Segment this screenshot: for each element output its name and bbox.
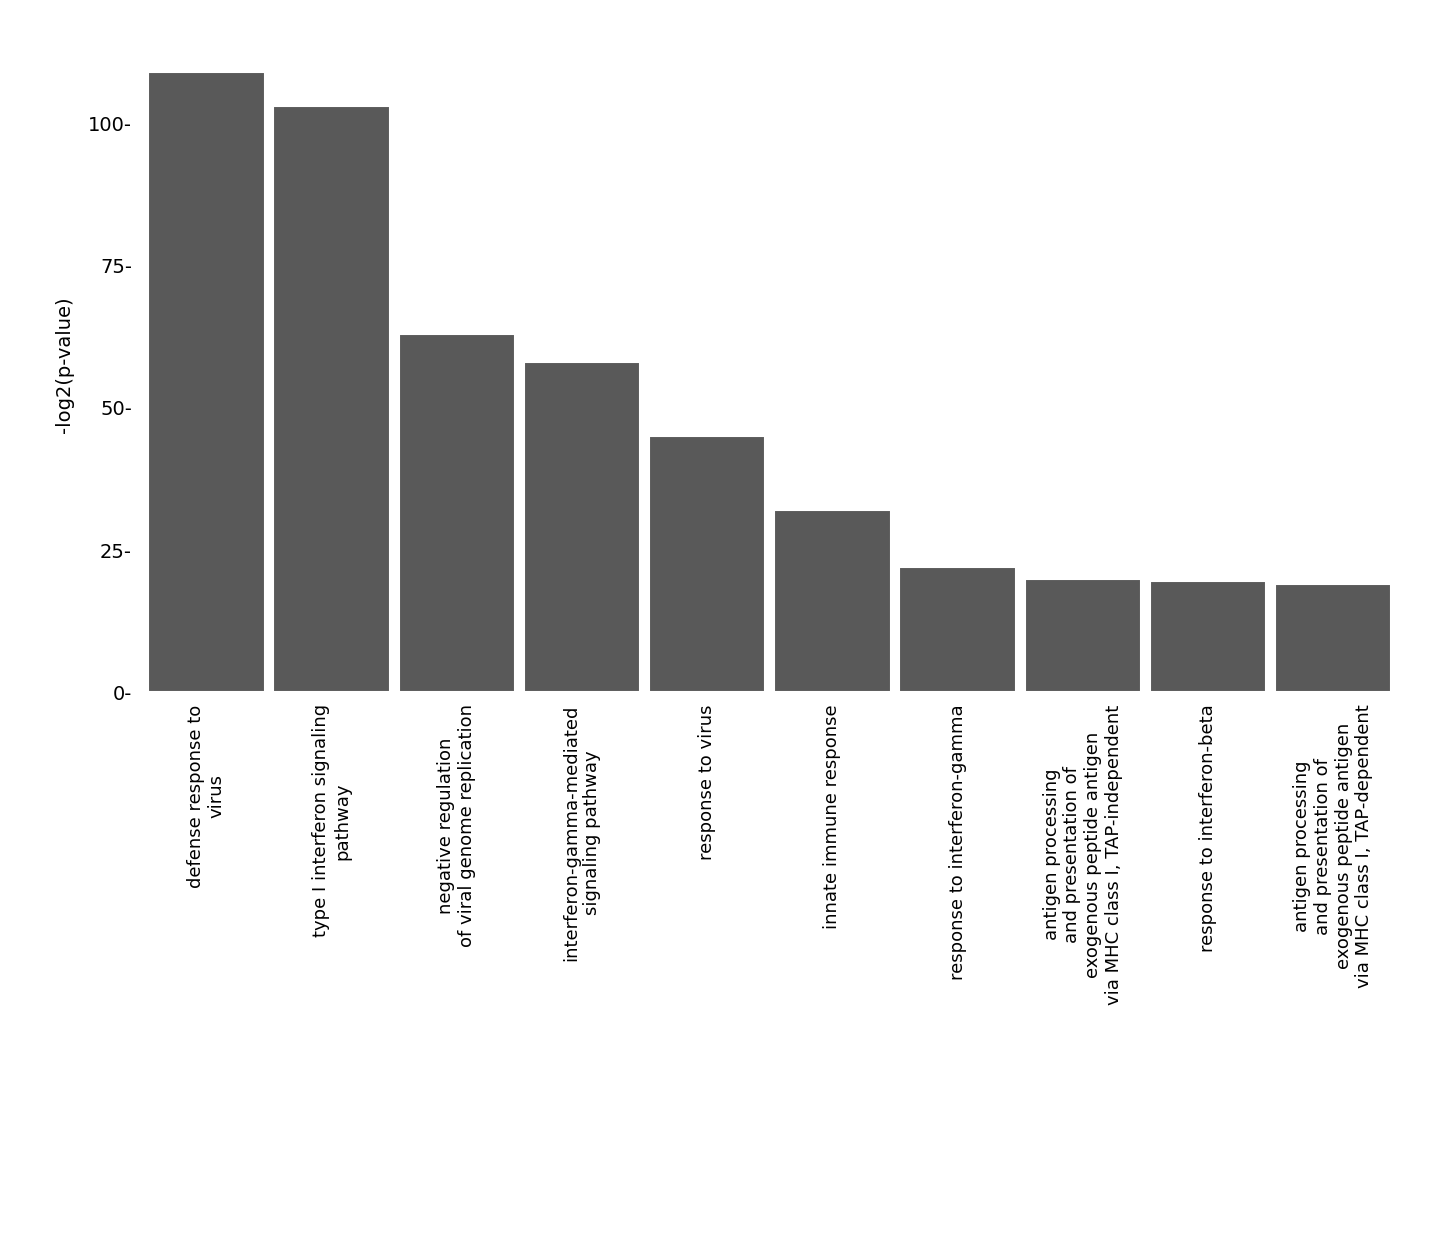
Bar [524, 363, 640, 692]
Bar [899, 568, 1016, 692]
Bar [1025, 579, 1141, 692]
Bar [649, 437, 766, 692]
Bar [148, 72, 265, 692]
Bar [273, 106, 390, 692]
Y-axis label: -log2(p-value): -log2(p-value) [55, 297, 75, 433]
Bar [1275, 584, 1392, 692]
Bar [774, 510, 891, 692]
Bar [399, 334, 515, 692]
Bar [1150, 582, 1266, 692]
